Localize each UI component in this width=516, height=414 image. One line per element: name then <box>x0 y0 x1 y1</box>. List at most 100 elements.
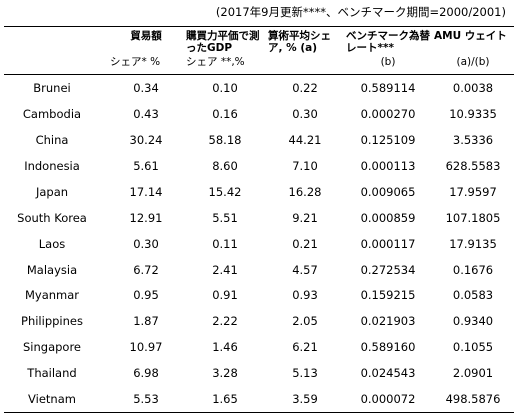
table-row: Indonesia 5.61 8.60 7.10 0.000113 628.5583 <box>4 153 514 179</box>
table-body: Brunei 0.34 0.10 0.22 0.589114 0.0038 Cambodi… <box>4 75 514 414</box>
avg-cell: 4.57 <box>292 262 318 277</box>
country-cell: Vietnam <box>4 386 108 414</box>
country-cell: Japan <box>35 184 69 199</box>
gdp-cell: 58.18 <box>208 132 242 147</box>
trade-cell: 6.72 <box>133 262 159 277</box>
trade-cell: 10.97 <box>129 340 163 355</box>
table-row: South Korea 12.91 5.51 9.21 0.000859 107.1805 <box>4 205 514 231</box>
table-row: Malaysia 6.72 2.41 4.57 0.272534 0.1676 <box>4 257 514 283</box>
rate-cell: 0.000270 <box>360 106 416 121</box>
gdp-cell: 0.91 <box>212 288 238 303</box>
country-cell: Malaysia <box>26 262 78 277</box>
header-weight: AMU ウェイト <box>432 26 514 56</box>
table-row: Vietnam 5.53 1.65 3.59 0.000072 498.5876 <box>4 386 514 414</box>
gdp-cell: 0.16 <box>212 106 238 121</box>
table-row: Japan 17.14 15.42 16.28 0.009065 17.9597 <box>4 179 514 205</box>
rate-cell: 0.272534 <box>360 262 416 277</box>
gdp-cell: 1.46 <box>212 340 238 355</box>
trade-cell: 12.91 <box>129 210 163 225</box>
table-row: China 30.24 58.18 44.21 0.125109 3.5336 <box>4 127 514 153</box>
header-avg-sub <box>266 56 344 75</box>
header-row-top: 貿易額 購買力平価で測ったGDP 算術平均シェア, % (a) ベンチマーク為替… <box>4 26 514 56</box>
avg-cell: 0.30 <box>292 106 318 121</box>
weight-cell: 0.0583 <box>452 288 494 303</box>
rate-cell: 0.021903 <box>360 314 416 329</box>
country-cell: Indonesia <box>24 158 80 173</box>
gdp-cell: 3.28 <box>212 366 238 381</box>
header-weight-sub: (a)/(b) <box>432 56 514 75</box>
gdp-cell: 2.41 <box>212 262 238 277</box>
header-trade-sub: シェア* % <box>108 56 184 75</box>
weight-cell: 2.0901 <box>452 366 494 381</box>
avg-cell: 0.21 <box>292 236 318 251</box>
avg-cell: 5.13 <box>292 366 318 381</box>
amu-weight-table: 貿易額 購買力平価で測ったGDP 算術平均シェア, % (a) ベンチマーク為替… <box>4 26 514 414</box>
gdp-cell: 0.10 <box>212 80 238 95</box>
header-avg: 算術平均シェア, % (a) <box>266 26 344 56</box>
rate-cell: 0.000113 <box>360 158 416 173</box>
header-country-sub <box>4 56 108 75</box>
table-row: Cambodia 0.43 0.16 0.30 0.000270 10.9335 <box>4 101 514 127</box>
rate-cell: 0.589114 <box>360 80 416 95</box>
weight-cell: 3.5336 <box>452 132 494 147</box>
table-row: Laos 0.30 0.11 0.21 0.000117 17.9135 <box>4 231 514 257</box>
rate-cell: 0.589160 <box>360 340 416 355</box>
trade-cell: 0.34 <box>133 80 159 95</box>
country-cell: Singapore <box>22 340 82 355</box>
country-cell: Philippines <box>21 314 83 329</box>
country-cell: Brunei <box>33 80 71 95</box>
trade-cell: 1.87 <box>133 314 159 329</box>
avg-cell: 6.21 <box>292 340 318 355</box>
country-cell: South Korea <box>17 210 87 225</box>
weight-cell: 10.9335 <box>449 106 497 121</box>
avg-cell: 9.21 <box>292 210 318 225</box>
table-note: (2017年9月更新****、ベンチマーク期間=2000/2001) <box>215 5 506 19</box>
header-row-bottom: シェア* % シェア **,% (b) (a)/(b) <box>4 56 514 75</box>
avg-cell: 44.21 <box>288 132 322 147</box>
country-cell: China <box>35 132 69 147</box>
weight-cell: 498.5876 <box>432 386 514 414</box>
avg-cell: 0.22 <box>292 80 318 95</box>
header-trade: 貿易額 <box>108 26 184 56</box>
trade-cell: 0.30 <box>133 236 159 251</box>
avg-cell: 0.93 <box>292 288 318 303</box>
trade-cell: 6.98 <box>133 366 159 381</box>
country-cell: Laos <box>38 236 66 251</box>
rate-cell: 0.159215 <box>360 288 416 303</box>
header-gdp: 購買力平価で測ったGDP <box>184 26 266 56</box>
trade-cell: 0.95 <box>133 288 159 303</box>
avg-cell: 2.05 <box>292 314 318 329</box>
gdp-cell: 0.11 <box>212 236 238 251</box>
weight-cell: 628.5583 <box>445 158 501 173</box>
avg-cell: 7.10 <box>292 158 318 173</box>
table-row: Singapore 10.97 1.46 6.21 0.589160 0.1055 <box>4 334 514 360</box>
rate-cell: 0.024543 <box>360 366 416 381</box>
gdp-cell: 8.60 <box>212 158 238 173</box>
table-row: Philippines 1.87 2.22 2.05 0.021903 0.9340 <box>4 308 514 334</box>
trade-cell: 30.24 <box>129 132 163 147</box>
weight-cell: 0.9340 <box>452 314 494 329</box>
weight-cell: 107.1805 <box>445 210 501 225</box>
avg-cell: 16.28 <box>288 184 322 199</box>
gdp-cell: 2.22 <box>212 314 238 329</box>
country-cell: Myanmar <box>24 288 80 303</box>
header-rate: ベンチマーク為替レート*** <box>344 26 432 56</box>
rate-cell: 0.125109 <box>360 132 416 147</box>
weight-cell: 0.0038 <box>452 80 494 95</box>
weight-cell: 17.9135 <box>449 236 497 251</box>
country-cell: Thailand <box>27 366 77 381</box>
table-row: Thailand 6.98 3.28 5.13 0.024543 2.0901 <box>4 360 514 386</box>
weight-cell: 0.1676 <box>452 262 494 277</box>
gdp-cell: 15.42 <box>208 184 242 199</box>
weight-cell: 0.1055 <box>452 340 494 355</box>
header-gdp-sub: シェア **,% <box>184 56 266 75</box>
rate-cell: 0.000072 <box>344 386 432 414</box>
rate-cell: 0.000117 <box>360 236 416 251</box>
country-cell: Cambodia <box>22 106 82 121</box>
rate-cell: 0.009065 <box>360 184 416 199</box>
trade-cell: 5.61 <box>133 158 159 173</box>
table-row: Brunei 0.34 0.10 0.22 0.589114 0.0038 <box>4 75 514 101</box>
avg-cell: 3.59 <box>266 386 344 414</box>
weight-cell: 17.9597 <box>449 184 497 199</box>
